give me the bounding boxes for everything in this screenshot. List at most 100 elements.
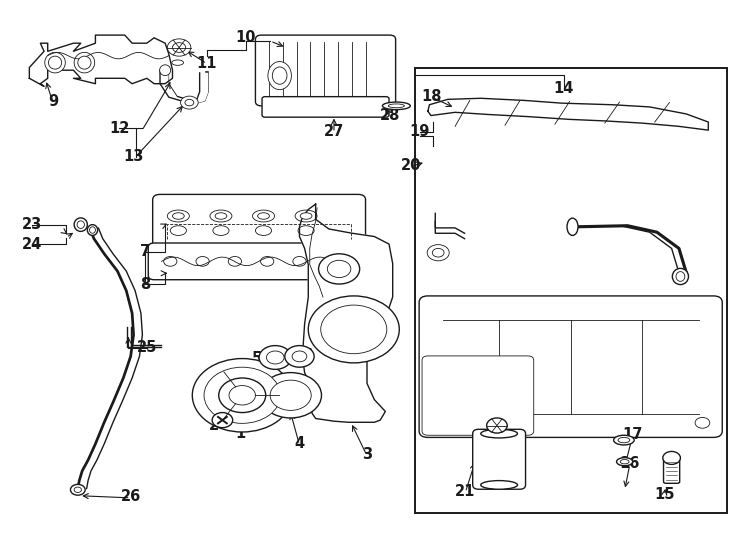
- Ellipse shape: [567, 218, 578, 235]
- Circle shape: [70, 484, 85, 495]
- Text: 15: 15: [654, 487, 675, 502]
- Ellipse shape: [295, 210, 317, 222]
- Circle shape: [321, 305, 387, 354]
- Ellipse shape: [300, 213, 312, 219]
- Ellipse shape: [74, 218, 87, 232]
- Text: 16: 16: [619, 456, 640, 471]
- Text: 8: 8: [140, 276, 150, 292]
- Circle shape: [427, 245, 449, 261]
- Ellipse shape: [213, 226, 229, 235]
- Polygon shape: [29, 35, 172, 86]
- Text: 17: 17: [622, 427, 643, 442]
- Circle shape: [308, 296, 399, 363]
- Text: 3: 3: [362, 447, 372, 462]
- Ellipse shape: [77, 221, 84, 228]
- Circle shape: [259, 346, 291, 369]
- Polygon shape: [299, 204, 393, 422]
- Text: 21: 21: [455, 484, 476, 499]
- Ellipse shape: [617, 457, 633, 465]
- Text: 20: 20: [401, 158, 421, 173]
- Ellipse shape: [87, 225, 98, 235]
- Ellipse shape: [252, 210, 275, 222]
- Ellipse shape: [620, 460, 629, 464]
- Circle shape: [292, 351, 307, 362]
- Circle shape: [487, 418, 507, 433]
- Circle shape: [219, 378, 266, 413]
- Text: 24: 24: [21, 237, 42, 252]
- Ellipse shape: [215, 213, 227, 219]
- Ellipse shape: [160, 65, 170, 76]
- Text: 14: 14: [553, 81, 574, 96]
- Text: 7: 7: [140, 244, 150, 259]
- Ellipse shape: [172, 60, 184, 65]
- Text: 13: 13: [123, 149, 144, 164]
- Ellipse shape: [272, 67, 287, 84]
- Circle shape: [663, 451, 680, 464]
- Circle shape: [325, 256, 338, 266]
- Circle shape: [319, 254, 360, 284]
- Text: 5: 5: [252, 351, 262, 366]
- Text: 1: 1: [236, 426, 246, 441]
- Circle shape: [167, 39, 191, 56]
- Text: 12: 12: [109, 121, 130, 136]
- Ellipse shape: [614, 435, 634, 445]
- Ellipse shape: [170, 226, 186, 235]
- FancyBboxPatch shape: [255, 35, 396, 106]
- Ellipse shape: [167, 210, 189, 222]
- FancyBboxPatch shape: [664, 458, 680, 483]
- Circle shape: [260, 373, 321, 418]
- Text: 27: 27: [324, 124, 344, 139]
- Ellipse shape: [618, 437, 630, 443]
- Ellipse shape: [172, 213, 184, 219]
- FancyBboxPatch shape: [419, 296, 722, 437]
- FancyBboxPatch shape: [422, 356, 534, 435]
- FancyBboxPatch shape: [262, 97, 389, 117]
- Circle shape: [261, 256, 274, 266]
- Ellipse shape: [268, 62, 291, 90]
- Ellipse shape: [672, 268, 688, 285]
- Ellipse shape: [45, 52, 65, 73]
- Ellipse shape: [210, 210, 232, 222]
- Text: 11: 11: [197, 56, 217, 71]
- Circle shape: [164, 256, 177, 266]
- Text: 10: 10: [236, 30, 256, 45]
- Circle shape: [204, 367, 280, 423]
- Ellipse shape: [676, 272, 685, 281]
- Circle shape: [695, 417, 710, 428]
- Ellipse shape: [481, 429, 517, 438]
- Circle shape: [181, 96, 198, 109]
- Circle shape: [196, 256, 209, 266]
- Circle shape: [432, 248, 444, 257]
- Circle shape: [74, 487, 81, 492]
- Ellipse shape: [74, 52, 95, 73]
- Text: 4: 4: [294, 436, 305, 451]
- Ellipse shape: [78, 56, 91, 69]
- Ellipse shape: [298, 226, 314, 235]
- Text: 22: 22: [481, 458, 501, 473]
- Circle shape: [285, 346, 314, 367]
- Circle shape: [266, 351, 284, 364]
- FancyBboxPatch shape: [153, 194, 366, 249]
- Bar: [415, 68, 727, 513]
- Text: 28: 28: [379, 108, 400, 123]
- Text: 26: 26: [120, 489, 141, 504]
- Circle shape: [185, 99, 194, 106]
- Text: 18: 18: [421, 89, 442, 104]
- FancyBboxPatch shape: [148, 243, 369, 280]
- Ellipse shape: [388, 104, 404, 108]
- Circle shape: [432, 417, 446, 428]
- Circle shape: [212, 413, 233, 428]
- Circle shape: [192, 359, 292, 432]
- Ellipse shape: [382, 102, 410, 110]
- Text: 9: 9: [48, 94, 58, 109]
- Ellipse shape: [481, 481, 517, 489]
- Text: 23: 23: [21, 217, 42, 232]
- Ellipse shape: [258, 213, 269, 219]
- Polygon shape: [428, 98, 708, 130]
- Text: 2: 2: [209, 418, 219, 433]
- Ellipse shape: [255, 226, 272, 235]
- Text: 6: 6: [302, 348, 312, 363]
- Circle shape: [229, 386, 255, 405]
- Ellipse shape: [48, 56, 62, 69]
- FancyBboxPatch shape: [473, 429, 526, 489]
